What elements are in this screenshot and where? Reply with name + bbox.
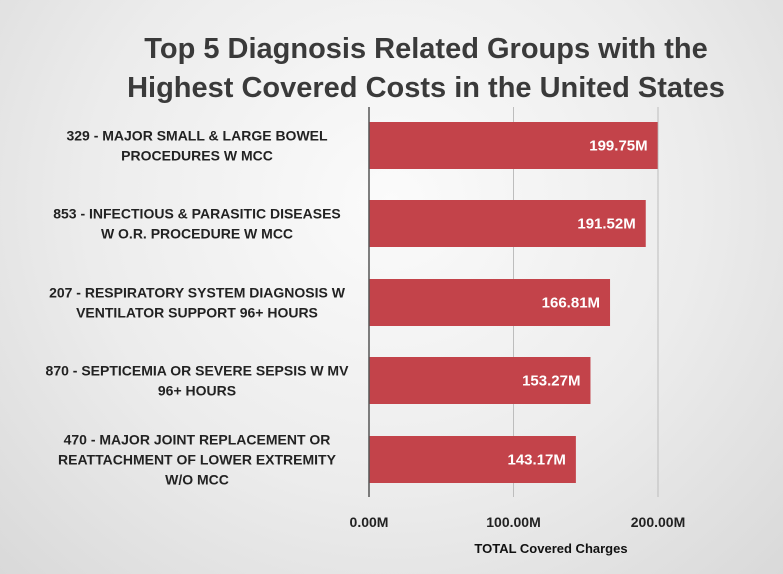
category-label: 329 - MAJOR SMALL & LARGE BOWEL [66, 128, 328, 144]
bar-value-label: 166.81M [542, 295, 600, 312]
category-label: W/O MCC [165, 472, 229, 488]
category-label: VENTILATOR SUPPORT 96+ HOURS [76, 305, 318, 321]
bar-value-label: 199.75M [589, 138, 647, 155]
chart-title-line: Highest Covered Costs in the United Stat… [127, 72, 725, 104]
bar [369, 436, 576, 483]
category-label: PROCEDURES W MCC [121, 148, 273, 164]
x-tick-label: 0.00M [350, 514, 389, 530]
category-label: 207 - RESPIRATORY SYSTEM DIAGNOSIS W [49, 285, 346, 301]
bar-value-label: 191.52M [577, 216, 635, 233]
category-label: 870 - SEPTICEMIA OR SEVERE SEPSIS W MV [46, 363, 350, 379]
category-label: REATTACHMENT OF LOWER EXTREMITY [58, 452, 337, 468]
chart-title-line: Top 5 Diagnosis Related Groups with the [144, 33, 707, 65]
bar [369, 357, 591, 404]
bar [369, 200, 646, 247]
bar [369, 122, 658, 169]
category-label: 96+ HOURS [158, 383, 236, 399]
category-label: 470 - MAJOR JOINT REPLACEMENT OR [64, 432, 331, 448]
bar-value-label: 153.27M [522, 373, 580, 390]
category-label: W O.R. PROCEDURE W MCC [101, 226, 293, 242]
x-axis-title: TOTAL Covered Charges [474, 541, 627, 556]
bar-value-label: 143.17M [508, 452, 566, 469]
x-tick-label: 200.00M [631, 514, 685, 530]
bar [369, 279, 611, 326]
x-tick-label: 100.00M [486, 514, 540, 530]
category-label: 853 - INFECTIOUS & PARASITIC DISEASES [53, 206, 341, 222]
